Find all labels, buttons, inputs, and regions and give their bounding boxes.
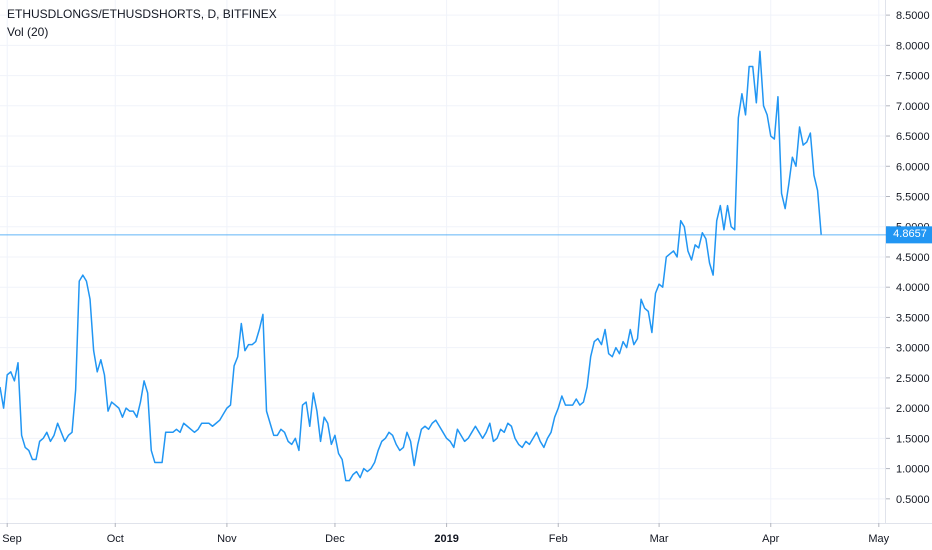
y-tick-label: 6.0000 [896,161,930,173]
x-tick-label: Feb [549,533,568,545]
y-tick-label: 3.5000 [896,312,930,324]
x-tick-label: May [868,533,889,545]
x-tick-label: Nov [217,533,237,545]
y-tick-label: 7.0000 [896,101,930,113]
y-tick-label: 8.5000 [896,10,930,22]
y-tick-label: 2.0000 [896,403,930,415]
y-tick-label: 2.5000 [896,373,930,385]
last-price-badge-bg [886,226,932,244]
symbol-title: ETHUSDLONGS/ETHUSDSHORTS, D, BITFINEX [7,7,277,21]
x-tick-label: Sep [2,533,22,545]
y-tick-label: 7.5000 [896,71,930,83]
y-tick-label: 4.5000 [896,252,930,264]
y-tick-label: 8.0000 [896,40,930,52]
y-tick-label: 1.0000 [896,464,930,476]
last-price-badge: 4.8657 [893,228,927,241]
x-tick-label: Mar [650,533,669,545]
y-tick-label: 1.5000 [896,433,930,445]
x-tick-label: Apr [762,533,779,545]
volume-indicator-label[interactable]: Vol (20) [7,25,49,39]
x-tick-label: Oct [107,533,124,545]
y-tick-label: 3.0000 [896,343,930,355]
x-tick-label: Dec [325,533,345,545]
y-tick-label: 5.5000 [896,192,930,204]
price-series-line [0,50,822,482]
y-tick-label: 4.0000 [896,282,930,294]
chart-grid [0,0,886,523]
price-axis-panel [886,0,932,550]
x-tick-label: 2019 [434,533,458,545]
y-tick-label: 6.5000 [896,131,930,143]
time-axis: Sep Oct Nov Dec 2019 Feb Mar Apr May [2,523,890,545]
y-tick-label: 0.5000 [896,494,930,506]
